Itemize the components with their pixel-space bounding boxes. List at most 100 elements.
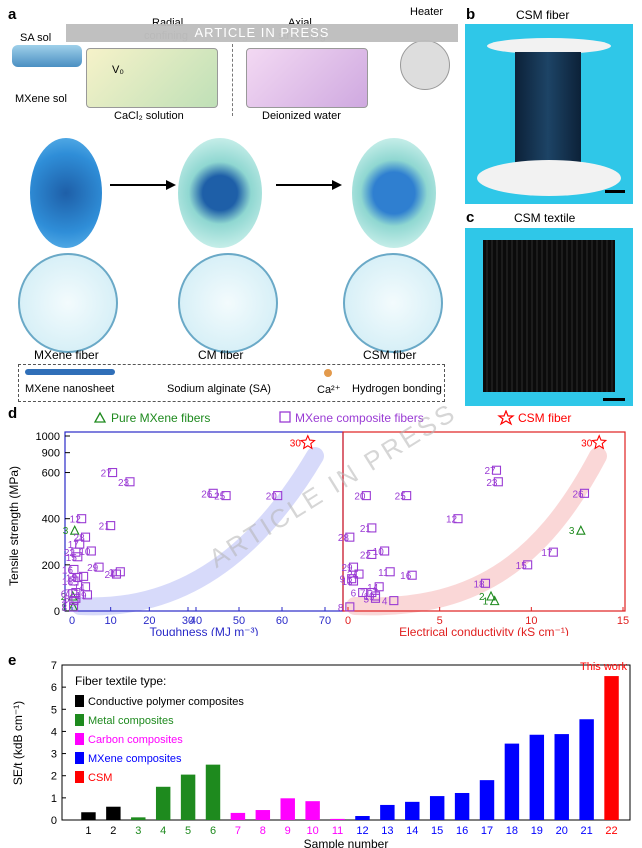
- fiber3-label: CSM fiber: [363, 348, 417, 362]
- data-point-label: 4: [382, 597, 388, 608]
- bar: [405, 801, 420, 820]
- y-tick-label: 6: [51, 682, 57, 694]
- data-point-square: [354, 569, 364, 579]
- data-point-label: 20: [354, 492, 366, 503]
- data-point-label: 28: [74, 533, 86, 544]
- data-point-square: [345, 532, 355, 542]
- x-tick-label: 17: [481, 825, 493, 837]
- x-tick-label: 21: [581, 825, 593, 837]
- data-point-square: [374, 582, 384, 592]
- cm-fiber-illustration: [178, 138, 262, 248]
- y-tick-label: 0: [54, 606, 60, 618]
- data-point-label: 19: [364, 592, 376, 603]
- data-point-label: 10: [79, 547, 91, 558]
- data-point-label: 8: [338, 603, 344, 614]
- heater-label: Heater: [410, 6, 444, 18]
- x-tick-label: 2: [110, 825, 116, 837]
- data-point-label: 2: [479, 592, 485, 603]
- toughness-trend-arrow: [71, 447, 324, 616]
- data-point-label: 15: [516, 561, 528, 572]
- x-tick-label: 6: [210, 825, 216, 837]
- x-tick-label: 16: [456, 825, 468, 837]
- x-tick-label: 0: [69, 615, 75, 627]
- y-tick-label: 200: [42, 560, 60, 572]
- data-point-label: 26: [573, 489, 585, 500]
- bar: [131, 817, 146, 820]
- spool-top: [487, 38, 611, 54]
- data-point-square: [548, 547, 558, 557]
- legend-swatch: [75, 771, 84, 783]
- legend-swatch: [75, 695, 84, 707]
- x-tick-label: 50: [233, 615, 245, 627]
- x-tick-label: 1: [85, 825, 91, 837]
- x-tick-label: 30: [182, 615, 194, 627]
- data-point-square: [361, 491, 371, 501]
- data-point-label: 14: [74, 583, 86, 594]
- sa-sol-label: SA sol: [20, 32, 52, 44]
- bar: [429, 796, 445, 820]
- this-work-annotation: This work: [580, 661, 628, 673]
- data-point-square: [385, 567, 395, 577]
- data-point-triangle: [486, 590, 496, 601]
- data-point-square: [125, 477, 135, 487]
- x-axis-label: Electrical conductivity (kS cm⁻¹): [399, 625, 569, 636]
- spool-fiber: [515, 52, 581, 170]
- data-point-label: 5: [64, 594, 70, 605]
- data-point-label: 23: [486, 478, 498, 489]
- data-point-label: 27: [101, 469, 113, 480]
- x-tick-label: 5: [437, 615, 443, 627]
- data-point-square: [348, 576, 359, 586]
- y-tick-label: 1: [51, 793, 57, 805]
- x-tick-label: 70: [319, 615, 331, 627]
- data-point-square: [367, 523, 377, 533]
- legend-pure: Pure MXene fibers: [111, 411, 210, 425]
- x-tick-label: 20: [143, 615, 155, 627]
- data-point-label: 12: [70, 515, 82, 526]
- water-bath-illustration: [246, 48, 368, 108]
- panel-d-legend: Pure MXene fibers MXene composite fibers…: [93, 410, 571, 426]
- cm-microstructure: [178, 253, 278, 353]
- data-point-square: [108, 467, 118, 478]
- y-tick-label: 7: [51, 660, 57, 672]
- data-point-square: [221, 491, 231, 501]
- data-point-label: 12: [446, 515, 458, 526]
- legend-swatch: [75, 752, 84, 764]
- panel-c-title: CSM textile: [514, 211, 576, 225]
- data-point-label: 6: [61, 590, 67, 601]
- data-point-label: 8: [62, 603, 68, 614]
- data-point-label: 11: [108, 568, 119, 579]
- bar: [479, 780, 495, 820]
- data-point-label: 3: [63, 526, 69, 537]
- y-tick-label: 900: [42, 448, 60, 460]
- y-tick-label: 4: [51, 726, 57, 738]
- data-point-square: [389, 596, 399, 606]
- data-point-label: 22: [360, 550, 372, 561]
- x-tick-label: 15: [431, 825, 443, 837]
- data-point-square: [480, 578, 491, 588]
- bar: [280, 798, 295, 820]
- data-point-square: [358, 587, 368, 598]
- data-point-square: [111, 569, 122, 579]
- data-point-square: [347, 574, 357, 584]
- data-point-triangle: [69, 525, 80, 535]
- nanosheet-swatch: [25, 369, 115, 375]
- data-point-square: [345, 602, 355, 612]
- data-point-label: 7: [64, 589, 70, 600]
- panel-d-label: d: [8, 405, 18, 422]
- data-point-label: 22: [64, 548, 76, 559]
- data-point-label: 21: [99, 522, 111, 533]
- data-point-label: 19: [75, 591, 87, 602]
- mxene-microstructure: [18, 253, 118, 353]
- scale-bar: [603, 398, 625, 401]
- data-point-label: 10: [373, 547, 385, 558]
- panel-b-label: b: [466, 6, 476, 23]
- data-point-square: [453, 514, 463, 524]
- bar: [529, 734, 545, 820]
- bar: [330, 818, 345, 820]
- process-arrows: [110, 180, 342, 190]
- data-point-label: 6: [351, 589, 357, 600]
- legend-nanosheet: MXene nanosheet: [25, 383, 115, 395]
- bath1-label: CaCl₂ solution: [114, 110, 184, 122]
- legend-hbond: Hydrogen bonding: [352, 383, 442, 395]
